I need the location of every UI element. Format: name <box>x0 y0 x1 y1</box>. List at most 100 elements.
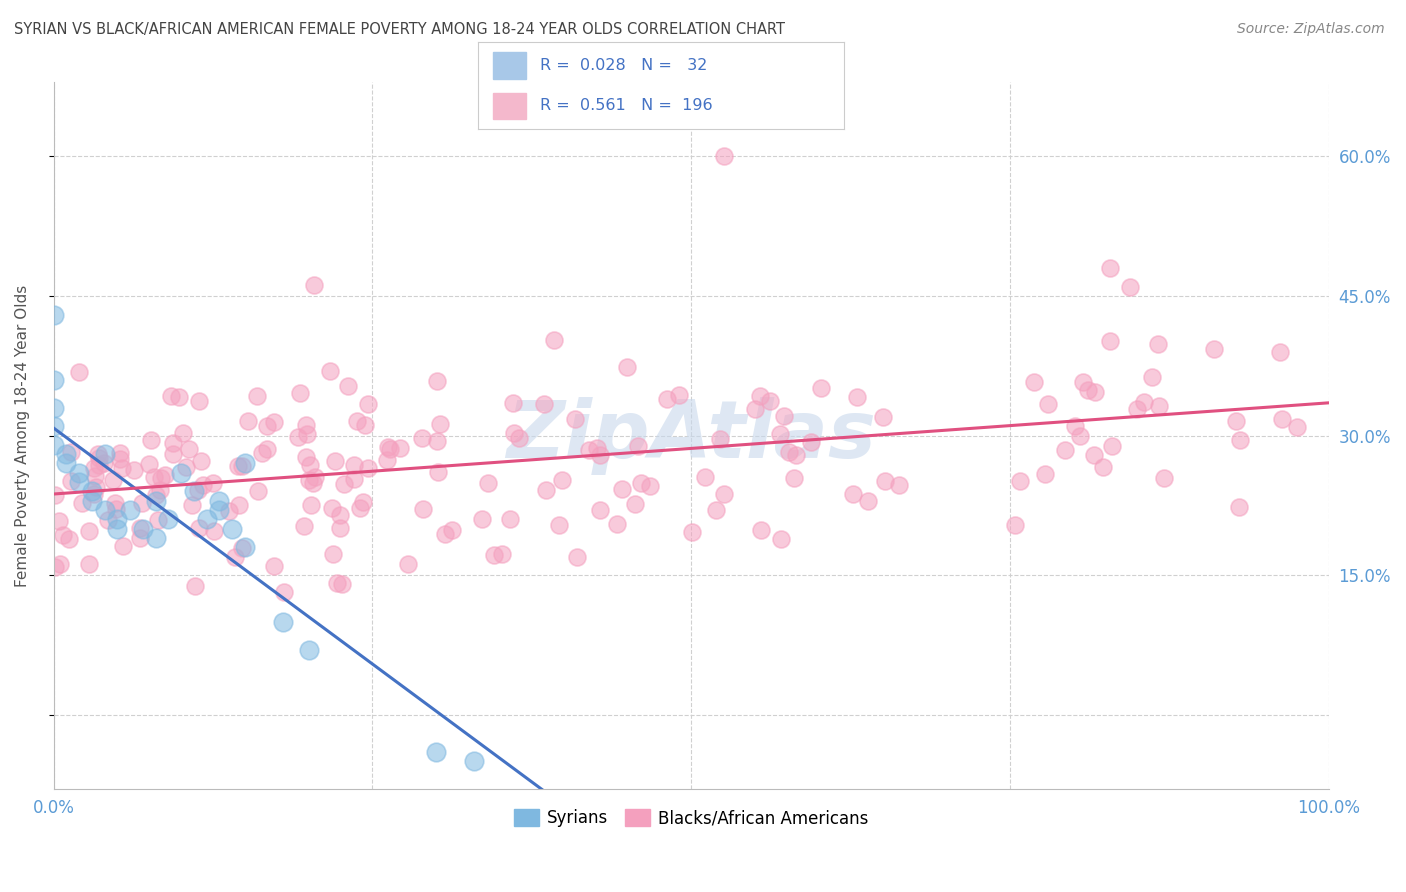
Point <box>48 514 70 528</box>
Point <box>42 419 65 434</box>
Point <box>87 447 110 461</box>
Point <box>67 365 90 379</box>
Point <box>42 373 65 387</box>
Point <box>191 478 214 492</box>
Point <box>72 496 94 510</box>
Y-axis label: Female Poverty Among 18-24 Year Olds: Female Poverty Among 18-24 Year Olds <box>15 285 30 587</box>
Point <box>287 429 309 443</box>
Point <box>543 333 565 347</box>
Point <box>889 478 911 492</box>
Point <box>167 391 190 405</box>
Point <box>183 484 205 499</box>
Point <box>79 558 101 572</box>
Point <box>873 474 896 488</box>
Point <box>1083 449 1105 463</box>
Point <box>108 452 131 467</box>
Point <box>132 522 155 536</box>
Point <box>138 457 160 471</box>
Point <box>1010 474 1032 488</box>
Point <box>1147 337 1170 351</box>
Point <box>105 501 128 516</box>
Point <box>77 524 100 538</box>
Point <box>1133 394 1156 409</box>
Point <box>184 578 207 592</box>
Point <box>638 479 661 493</box>
Point <box>97 513 120 527</box>
Point <box>67 466 90 480</box>
Point <box>83 461 105 475</box>
Point <box>429 417 451 431</box>
Point <box>128 521 150 535</box>
Point <box>250 446 273 460</box>
Point <box>668 387 690 401</box>
Point <box>233 541 256 555</box>
Point <box>105 512 128 526</box>
Point <box>810 381 832 395</box>
Point <box>1229 433 1251 447</box>
Point <box>294 450 316 464</box>
Point <box>1004 518 1026 533</box>
Point <box>616 359 638 374</box>
Point <box>93 503 115 517</box>
Point <box>221 522 243 536</box>
Point <box>263 558 285 573</box>
Point <box>330 577 353 591</box>
Point <box>111 539 134 553</box>
Point <box>162 436 184 450</box>
Point <box>606 517 628 532</box>
Point <box>60 445 83 459</box>
Point <box>709 432 731 446</box>
Point <box>155 467 177 482</box>
Point <box>769 532 792 546</box>
Point <box>52 528 75 542</box>
Point <box>224 549 246 564</box>
Point <box>681 525 703 540</box>
Point <box>58 532 80 546</box>
Point <box>67 475 90 489</box>
Point <box>377 440 399 454</box>
Point <box>173 426 195 441</box>
Point <box>346 414 368 428</box>
Point <box>304 469 326 483</box>
Point <box>188 394 211 409</box>
Point <box>131 496 153 510</box>
Point <box>548 517 571 532</box>
Point <box>295 417 318 432</box>
Point <box>610 483 633 497</box>
Point <box>713 487 735 501</box>
Point <box>231 458 253 473</box>
Point <box>426 465 449 479</box>
Point <box>84 480 107 494</box>
Point <box>83 487 105 501</box>
Point <box>749 389 772 403</box>
Point <box>1035 467 1057 481</box>
Point <box>758 394 780 409</box>
Point <box>263 415 285 429</box>
Point <box>181 498 204 512</box>
Point <box>388 441 411 455</box>
Point <box>292 519 315 533</box>
Point <box>778 445 800 459</box>
Point <box>44 560 66 574</box>
Point <box>1140 370 1163 384</box>
Point <box>190 453 212 467</box>
FancyBboxPatch shape <box>492 93 526 119</box>
Point <box>751 523 773 537</box>
Point <box>484 548 506 562</box>
Point <box>585 441 607 455</box>
Point <box>162 448 184 462</box>
Point <box>80 493 103 508</box>
Point <box>477 476 499 491</box>
Point <box>872 410 894 425</box>
Text: ZipAtlas: ZipAtlas <box>506 397 876 475</box>
Point <box>1099 260 1122 275</box>
Point <box>55 457 77 471</box>
Point <box>55 447 77 461</box>
Point <box>145 493 167 508</box>
Point <box>1036 397 1059 411</box>
Point <box>145 531 167 545</box>
Point <box>426 434 449 449</box>
Point <box>120 503 142 517</box>
Point <box>145 488 167 502</box>
Point <box>179 442 201 457</box>
